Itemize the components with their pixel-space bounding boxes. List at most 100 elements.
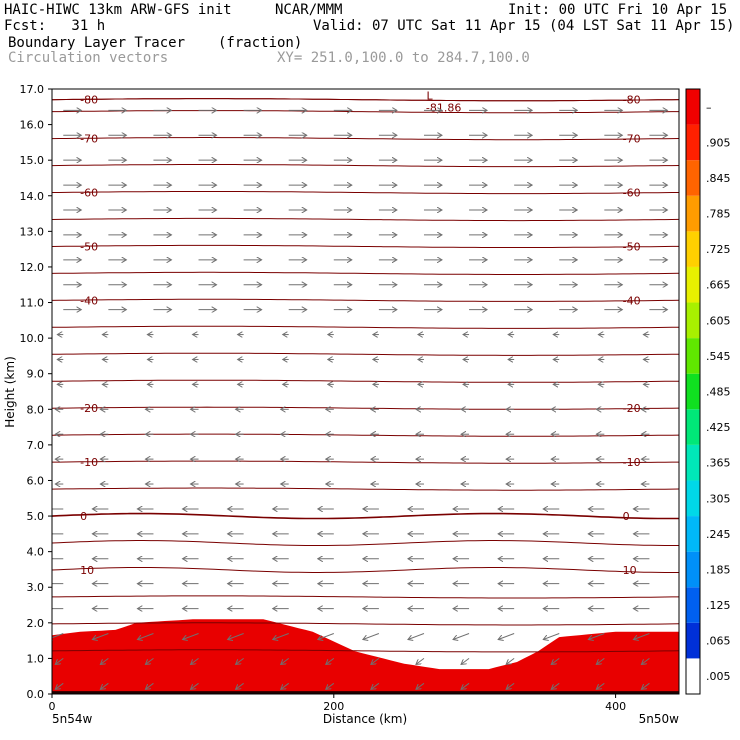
y-tick-label: 5.0 <box>27 510 45 523</box>
y-tick-label: 10.0 <box>20 332 45 345</box>
field-name: Boundary Layer Tracer <box>8 35 186 51</box>
temperature-contour <box>52 352 679 356</box>
colorbar-swatch <box>686 160 700 196</box>
wind-vector <box>92 633 109 640</box>
colorbar-label: .005 <box>706 670 731 683</box>
colorbar-swatch <box>686 302 700 339</box>
colorbar-swatch <box>686 480 700 517</box>
contour-label: -20 <box>623 402 641 415</box>
y-tick-label: 17.0 <box>20 83 45 96</box>
wind-vector <box>326 682 335 689</box>
temperature-contour <box>52 512 679 520</box>
colorbar-label: .725 <box>706 243 731 256</box>
temperature-contour <box>52 595 679 599</box>
model-title: HAIC-HIWC 13km ARW-GFS init <box>4 2 232 18</box>
temperature-contour <box>52 164 679 168</box>
contour-label: -50 <box>623 240 641 253</box>
y-tick-label: 0.0 <box>27 688 45 701</box>
temperature-contour <box>52 137 679 141</box>
wind-vector <box>588 633 605 640</box>
x-tick-label: 200 <box>323 700 344 713</box>
wind-vector <box>461 658 470 664</box>
colorbar-frame <box>685 88 701 695</box>
temperature-contour <box>52 567 679 573</box>
wind-vector <box>145 682 154 689</box>
colorbar-swatch <box>686 89 700 125</box>
forecast-hour: Fcst: 31 h <box>4 18 106 34</box>
wind-vector <box>453 633 470 640</box>
contour-label: -10 <box>80 456 98 469</box>
wind-vector <box>55 658 64 664</box>
colorbar-swatch <box>686 658 700 694</box>
wind-vector <box>596 682 605 689</box>
colorbar-swatch <box>686 622 700 659</box>
low-center-symbol: L <box>427 90 434 103</box>
plot-frame <box>51 88 680 695</box>
contour-label: -70 <box>623 133 641 146</box>
y-tick-label: 6.0 <box>27 474 45 487</box>
contour-label: 10 <box>80 564 94 577</box>
x-tick-label: 0 <box>49 700 56 713</box>
agency-label: NCAR/MMM <box>275 2 343 18</box>
y-tick-label: 16.0 <box>20 119 45 132</box>
colorbar-label: .665 <box>706 279 731 292</box>
x-axis-label: Distance (km) <box>323 712 407 726</box>
contour-label: -60 <box>80 187 98 200</box>
wind-vector <box>228 633 244 640</box>
wind-vector <box>326 658 335 664</box>
y-tick-label: 4.0 <box>27 546 45 559</box>
y-tick-label: 7.0 <box>27 439 45 452</box>
axes: 0.0 1.0 2.0 3.0 4.0 5.0 6.0 7.0 8.0 9.0 10.0 11.0 12… <box>20 83 627 713</box>
x-end-location: 5n50w <box>639 712 680 726</box>
temperature-contour <box>52 98 679 102</box>
y-tick-label: 15.0 <box>20 154 45 167</box>
wind-vector <box>191 658 199 664</box>
y-tick-label: 14.0 <box>20 190 45 203</box>
wind-vector <box>273 633 289 640</box>
colorbar-label: .905 <box>706 136 731 149</box>
cross-section-endpoints: XY= 251.0,100.0 to 284.7,100.0 <box>277 50 530 66</box>
colorbar-label: .485 <box>706 386 731 399</box>
x-start-location: 5n54w <box>52 712 93 726</box>
wind-vector <box>137 633 154 640</box>
temperature-contour <box>52 460 679 464</box>
temperature-contour <box>52 271 679 275</box>
contour-label: 0 <box>623 510 630 523</box>
colorbar-swatch <box>686 195 700 232</box>
wind-vector <box>145 658 154 664</box>
x-tick-label: 400 <box>605 700 626 713</box>
colorbar-swatch <box>686 266 700 303</box>
colorbar-label: .545 <box>706 350 731 363</box>
colorbar-label: .125 <box>706 599 731 612</box>
wind-vector <box>408 633 425 640</box>
y-axis-label: Height (km) <box>3 356 17 427</box>
colorbar-swatch <box>686 444 700 481</box>
y-tick-label: 12.0 <box>20 261 45 274</box>
wind-vector <box>100 658 109 664</box>
contour-label: -60 <box>623 187 641 200</box>
wind-vector <box>191 682 199 689</box>
contour-label: -40 <box>623 294 641 307</box>
temperature-contour <box>52 298 679 302</box>
wind-vector <box>461 682 470 689</box>
wind-vector <box>596 658 605 664</box>
wind-vector <box>543 633 560 640</box>
terrain-strip <box>52 691 679 694</box>
y-tick-label: 1.0 <box>27 652 45 665</box>
contour-label: -50 <box>80 240 98 253</box>
wind-vector <box>633 633 650 640</box>
colorbar-swatch <box>686 124 700 161</box>
wind-vector <box>236 658 244 664</box>
wind-vector <box>506 682 515 689</box>
colorbar-label: .245 <box>706 528 731 541</box>
wind-vector <box>416 682 425 689</box>
contour-label: -70 <box>80 133 98 146</box>
temperature-contour <box>52 487 679 491</box>
valid-time: Valid: 07 UTC Sat 11 Apr 15 (04 LST Sat … <box>313 18 735 34</box>
low-center-value: -81.86 <box>426 102 461 115</box>
temperature-contour <box>52 217 679 222</box>
wind-vector <box>641 658 650 664</box>
contour-label: -20 <box>80 402 98 415</box>
wind-vector <box>363 633 380 640</box>
